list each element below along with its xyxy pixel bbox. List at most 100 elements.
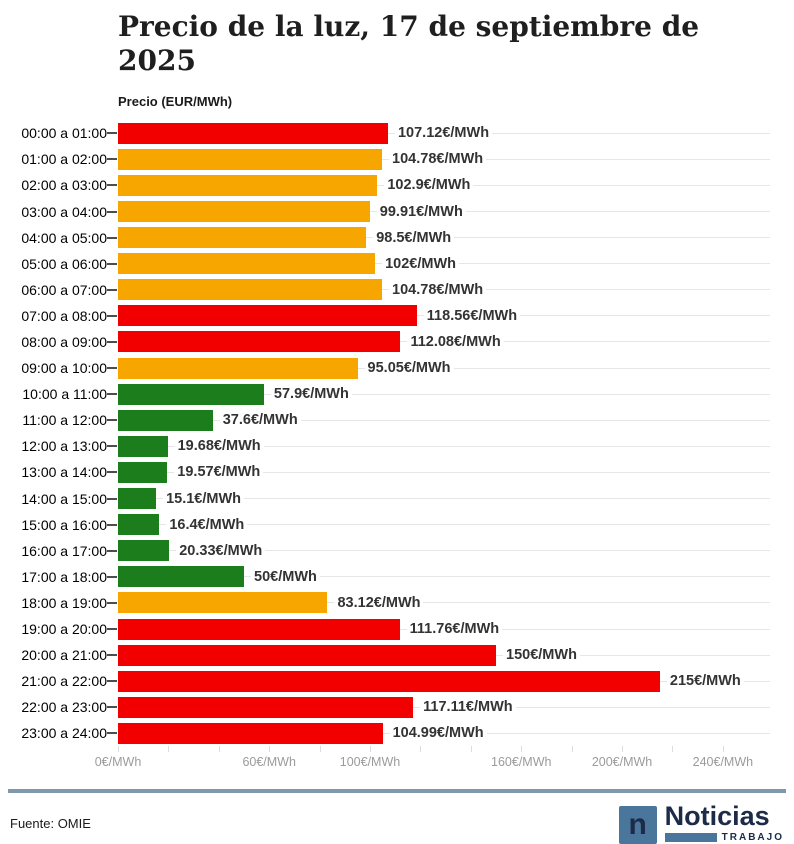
x-axis-tick [722,746,724,753]
row-tick [107,523,118,526]
bar [118,174,378,196]
bar [118,722,383,744]
page: { "title": "Precio de la luz, 17 de sept… [0,10,794,844]
category-label: 07:00 a 08:00 [21,307,107,324]
plot-area: 57.9€/MWh [118,381,770,407]
bar [118,148,383,170]
value-label: 37.6€/MWh [219,412,301,429]
category-label: 04:00 a 05:00 [21,229,107,246]
bar [118,201,370,223]
publisher-logo: n Noticias TRABAJO [618,801,784,844]
row-tick [107,367,118,370]
bar [118,279,383,301]
row-tick [107,236,118,239]
x-axis-tick-label: 0€/MWh [94,755,142,770]
plot-area: 98.5€/MWh [118,225,770,251]
bar-row: 21:00 a 22:00 215€/MWh [10,668,794,694]
chart-page: Precio de la luz, 17 de septiembre de 20… [0,10,794,844]
gridline [118,550,770,552]
category-label: 21:00 a 22:00 [21,673,107,690]
bar [118,227,367,249]
category-label: 08:00 a 09:00 [21,333,107,350]
gridline [118,576,770,578]
logo-sub-row: TRABAJO [664,832,784,843]
plot-area: 104.78€/MWh [118,277,770,303]
plot-area: 15.1€/MWh [118,486,770,512]
bar-chart: 00:00 a 01:00 107.12€/MWh 01:00 a 02:00 104… [10,120,794,746]
bar [118,122,388,144]
row-tick [107,654,118,657]
plot-area: 104.99€/MWh [118,720,770,746]
value-label: 19.68€/MWh [174,438,264,455]
bar [118,644,497,666]
value-label: 150€/MWh [503,647,580,664]
plot-area: 102.9€/MWh [118,172,770,198]
bar-row: 19:00 a 20:00 111.76€/MWh [10,616,794,642]
plot-area: 19.57€/MWh [118,459,770,485]
row-tick [107,262,118,265]
row-tick [107,549,118,552]
plot-area: 37.6€/MWh [118,407,770,433]
row-tick [107,288,118,291]
category-label: 06:00 a 07:00 [21,281,107,298]
value-label: 118.56€/MWh [423,307,521,324]
value-label: 50€/MWh [251,568,320,585]
category-label: 15:00 a 16:00 [21,516,107,533]
bar-row: 20:00 a 21:00 150€/MWh [10,642,794,668]
x-axis-tick-label: 240€/MWh [692,755,754,770]
bar-row: 17:00 a 18:00 50€/MWh [10,564,794,590]
value-label: 117.11€/MWh [420,699,516,716]
row-tick [107,419,118,422]
category-label: 09:00 a 10:00 [21,360,107,377]
bar [118,618,400,640]
value-label: 104.99€/MWh [389,725,487,742]
bar-row: 03:00 a 04:00 99.91€/MWh [10,198,794,224]
logo-n-icon: n [618,806,657,844]
value-label: 19.57€/MWh [174,464,264,481]
plot-area: 215€/MWh [118,668,770,694]
bar [118,540,170,562]
category-label: 16:00 a 17:00 [21,542,107,559]
bar-row: 14:00 a 15:00 15.1€/MWh [10,486,794,512]
row-tick [107,601,118,604]
row-tick [107,158,118,161]
value-label: 102.9€/MWh [384,177,474,194]
bar-row: 05:00 a 06:00 102€/MWh [10,251,794,277]
bar [118,331,401,353]
bar-row: 18:00 a 19:00 83.12€/MWh [10,590,794,616]
bar [118,488,157,510]
bar-row: 08:00 a 09:00 112.08€/MWh [10,329,794,355]
category-label: 03:00 a 04:00 [21,203,107,220]
gridline [118,445,770,447]
bar [118,461,168,483]
logo-name: Noticias [664,801,770,832]
row-tick [107,732,118,735]
value-label: 20.33€/MWh [176,542,266,559]
row-tick [107,471,118,474]
row-tick [107,575,118,578]
row-tick [107,706,118,709]
row-tick [107,628,118,631]
bar [118,435,168,457]
value-label: 104.78€/MWh [389,281,487,298]
logo-text: Noticias TRABAJO [664,801,784,843]
bar-row: 02:00 a 03:00 102.9€/MWh [10,172,794,198]
plot-area: 112.08€/MWh [118,329,770,355]
x-axis-tick [269,746,271,753]
category-label: 12:00 a 13:00 [21,438,107,455]
gridline [118,419,770,421]
row-tick [107,184,118,187]
plot-area: 118.56€/MWh [118,303,770,329]
category-label: 22:00 a 23:00 [21,699,107,716]
category-label: 20:00 a 21:00 [21,647,107,664]
value-label: 98.5€/MWh [373,229,455,246]
gridline [118,602,770,604]
value-label: 15.1€/MWh [163,490,244,507]
chart-title: Precio de la luz, 17 de septiembre de 20… [118,10,700,77]
plot-area: 150€/MWh [118,642,770,668]
bar-row: 01:00 a 02:00 104.78€/MWh [10,146,794,172]
bar [118,670,660,692]
bar [118,592,328,614]
bar-row: 04:00 a 05:00 98.5€/MWh [10,225,794,251]
bar [118,409,213,431]
